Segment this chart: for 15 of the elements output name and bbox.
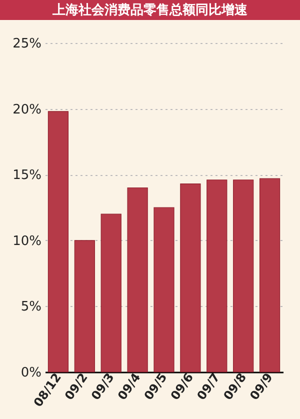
bar [154, 207, 174, 372]
y-tick-label: 15% [12, 168, 42, 184]
bar [180, 184, 201, 372]
bar [100, 214, 122, 372]
bar [48, 111, 69, 372]
bar [206, 180, 228, 372]
bar [74, 240, 95, 372]
bar [259, 178, 280, 372]
y-tick-label: 25% [12, 36, 42, 52]
y-tick-label: 5% [20, 300, 42, 315]
y-tick-label: 20% [12, 102, 42, 118]
chart-title: 上海社会消费品零售总额同比增速 [52, 2, 248, 18]
bar [127, 187, 148, 372]
y-tick-label: 10% [12, 234, 42, 249]
bar [233, 180, 254, 372]
